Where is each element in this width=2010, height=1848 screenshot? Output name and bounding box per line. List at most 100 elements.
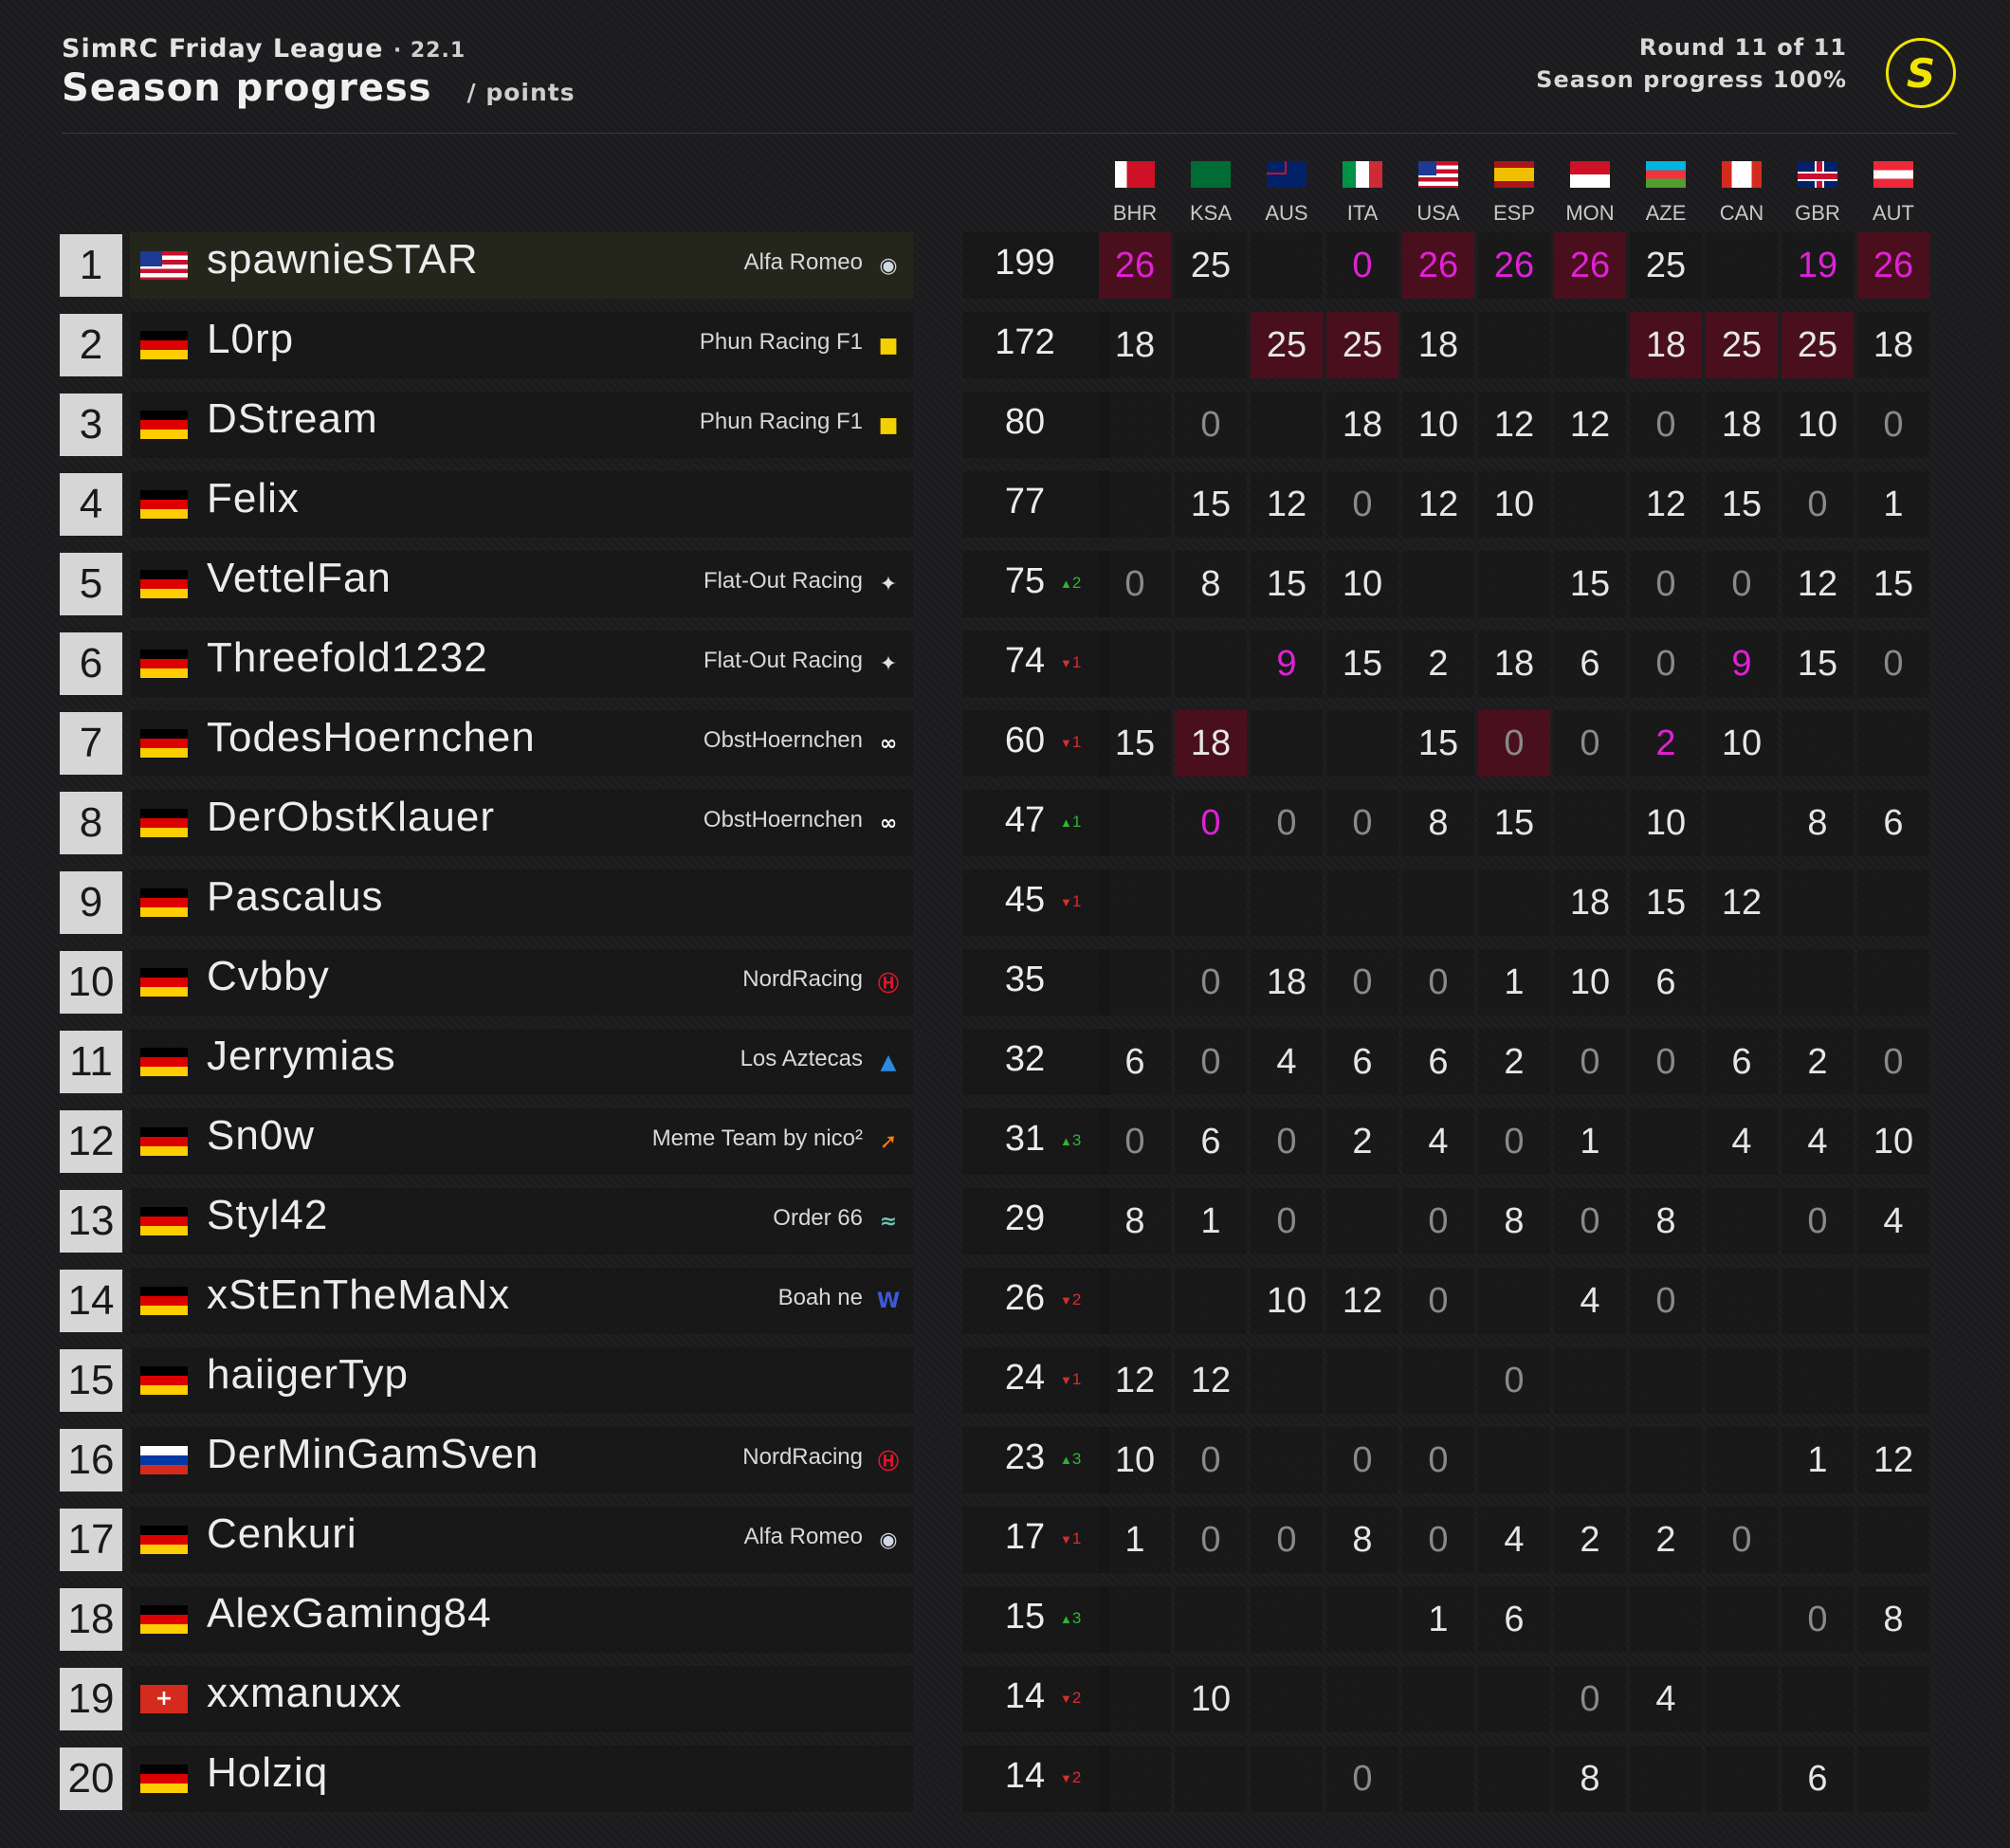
points-cell: 25 (1706, 312, 1778, 378)
driver-name: Threefold1232 (207, 634, 488, 681)
points-cell (1478, 312, 1550, 378)
points-cell: 4 (1402, 1108, 1474, 1175)
flag-icon (1798, 161, 1837, 188)
points-cell (1099, 1268, 1171, 1334)
points-cell: 25 (1326, 312, 1398, 378)
country-aut: AUT (1858, 161, 1928, 226)
total-points: 35 (1004, 960, 1046, 999)
points-cell (1706, 949, 1778, 1015)
position-change-value: 1 (1071, 1370, 1082, 1388)
points-cell (1326, 1666, 1398, 1732)
total-panel (962, 232, 1109, 299)
driver-panel (130, 710, 913, 777)
points-cell: 0 (1251, 1108, 1323, 1175)
points-cell (1175, 1586, 1247, 1653)
points-cell: 0 (1478, 710, 1550, 777)
total-points: 172 (995, 322, 1055, 362)
country-code: MON (1565, 201, 1615, 225)
position-change: ▼1 (1060, 1370, 1081, 1389)
points-cell (1478, 1666, 1550, 1732)
points-cell (1857, 1507, 1929, 1573)
position-change-value: 1 (1071, 892, 1082, 910)
points-cell: 15 (1857, 551, 1929, 617)
round-label: Round 11 of 11 (1638, 34, 1847, 61)
points-cell (1402, 1666, 1474, 1732)
driver-name: haiigerTyp (207, 1351, 410, 1398)
flag-icon (140, 888, 188, 917)
position-change: ▼2 (1060, 1689, 1081, 1708)
table-row: 19 + xxmanuxx 14 ▼2 10 0 4 (0, 1666, 2010, 1732)
country-code: USA (1416, 201, 1460, 225)
flag-icon (140, 968, 188, 997)
season-progress-label: Season progress 100% (1536, 66, 1847, 93)
points-cell (1554, 1427, 1626, 1493)
driver-name: L0rp (207, 316, 295, 362)
country-code: KSA (1189, 201, 1233, 225)
points-cell: 15 (1706, 471, 1778, 538)
team-name: NordRacing (742, 1444, 863, 1470)
points-cell: 18 (1175, 710, 1247, 777)
position-badge: 16 (60, 1429, 122, 1491)
total-points: 31 (1004, 1119, 1046, 1159)
points-cell: 0 (1554, 1666, 1626, 1732)
position-badge: 17 (60, 1509, 122, 1571)
team-name: Flat-Out Racing (703, 568, 863, 594)
total-points: 15 (1004, 1597, 1046, 1637)
alphatauri-icon: ∞ (879, 731, 898, 756)
flag-icon (140, 1605, 188, 1634)
points-cell: 6 (1402, 1029, 1474, 1095)
points-cell (1251, 1347, 1323, 1414)
points-cell: 25 (1782, 312, 1854, 378)
points-cell (1251, 869, 1323, 936)
arrow-up-icon: ▲ (1060, 576, 1072, 591)
table-row: 4 Felix 77 15 12 0 12 10 12 15 0 1 (0, 471, 2010, 538)
points-cell (1099, 869, 1171, 936)
driver-name: Cenkuri (207, 1510, 357, 1557)
points-cell (1099, 949, 1171, 1015)
total-panel (962, 392, 1109, 458)
driver-panel (130, 232, 913, 299)
driver-panel (130, 392, 913, 458)
points-cell (1099, 790, 1171, 856)
position-change: ▼1 (1060, 733, 1081, 752)
points-cell: 0 (1782, 471, 1854, 538)
points-cell (1857, 1746, 1929, 1812)
arrow-down-icon: ▼ (1060, 1293, 1072, 1308)
team-name: Los Aztecas (740, 1046, 863, 1071)
team-name: Phun Racing F1 (699, 329, 863, 355)
table-row: 2 L0rp Phun Racing F1 ■ 172 18 25 25 18 18 25 25 18 (0, 312, 2010, 378)
flag-icon (1418, 161, 1458, 188)
points-cell: 4 (1478, 1507, 1550, 1573)
team-name: ObstHoernchen (703, 807, 863, 833)
total-points: 199 (995, 243, 1055, 283)
total-points: 77 (1004, 482, 1046, 521)
points-cell: 2 (1554, 1507, 1626, 1573)
driver-name: DerObstKlauer (207, 794, 496, 840)
title-subtitle: / points (466, 79, 576, 106)
position-badge: 1 (60, 234, 122, 297)
points-cell: 0 (1478, 1347, 1550, 1414)
points-cell: 0 (1630, 1268, 1702, 1334)
points-cell (1251, 1666, 1323, 1732)
points-cell: 6 (1554, 631, 1626, 697)
points-cell: 0 (1326, 949, 1398, 1015)
total-panel (962, 1586, 1109, 1653)
points-cell: 26 (1478, 232, 1550, 299)
total-points: 23 (1004, 1437, 1046, 1477)
driver-name: VettelFan (207, 555, 392, 601)
position-badge: 3 (60, 393, 122, 456)
total-panel (962, 1347, 1109, 1414)
total-panel (962, 949, 1109, 1015)
position-change-value: 3 (1071, 1609, 1082, 1627)
driver-name: Pascalus (207, 873, 384, 920)
position-change-value: 3 (1071, 1131, 1082, 1149)
aston-martin-icon: ≈ (879, 1209, 898, 1234)
driver-name: xxmanuxx (207, 1670, 403, 1716)
total-panel (962, 790, 1109, 856)
total-panel (962, 471, 1109, 538)
points-cell: 0 (1251, 1188, 1323, 1254)
points-cell: 2 (1630, 1507, 1702, 1573)
country-mon: MON (1555, 161, 1625, 226)
points-cell (1857, 949, 1929, 1015)
position-badge: 15 (60, 1349, 122, 1412)
